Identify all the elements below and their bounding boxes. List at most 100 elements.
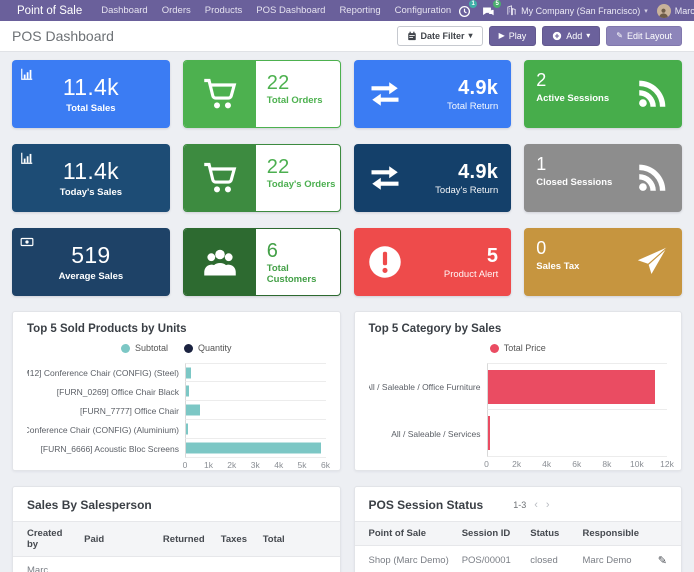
axis-spacer [369, 457, 487, 470]
table-cell: Marc Demo [13, 556, 79, 572]
date-filter-button[interactable]: Date Filter ▾ [396, 26, 483, 46]
kpi-today-s-return[interactable]: 4.9k Today's Return [353, 144, 512, 212]
kpi-label: Active Sessions [536, 93, 610, 104]
user-menu[interactable]: Marc Demo (dninja13) ▾ [656, 3, 694, 18]
kpi-sales-tax[interactable]: 0 Sales Tax [524, 228, 682, 296]
x-axis: 0 1k 2k 3k 4k 5k 6k [182, 458, 330, 470]
legend-item[interactable]: Subtotal [120, 343, 168, 353]
kpi-average-sales[interactable]: 519 Average Sales [12, 228, 170, 296]
table-row[interactable]: Shop (Marc Demo) POS/00001 closed Marc Demo… [354, 545, 681, 572]
column-header[interactable]: Responsible [576, 521, 649, 546]
plus-circle-icon [553, 31, 562, 41]
chart-bar[interactable] [186, 404, 200, 416]
chart-bar-track [185, 363, 326, 382]
chat-icon [483, 7, 495, 17]
column-header[interactable]: Session ID [455, 521, 525, 546]
kpi-label: Total Customers [266, 263, 317, 285]
kpi-label: Today's Return [435, 184, 499, 196]
pos-session-status-card: POS Session Status 1-3 ‹ › Point of Sale… [353, 486, 682, 572]
clock-icon [459, 5, 471, 18]
kpi-total-sales[interactable]: 11.4k Total Sales [12, 60, 170, 128]
chevron-left-icon[interactable]: ‹ [534, 498, 538, 511]
company-switcher[interactable]: My Company (San Francisco) ▾ [506, 5, 648, 16]
column-header[interactable]: Paid [78, 521, 157, 557]
table-cell: 11,418.68 [256, 556, 311, 572]
legend-item[interactable]: Total Price [489, 343, 546, 353]
column-header[interactable]: Taxes [214, 521, 257, 557]
chart-bar[interactable] [487, 416, 490, 450]
kpi-label: Average Sales [58, 271, 124, 282]
pager-range: 1-3 [513, 500, 527, 510]
app-title[interactable]: Point of Sale [17, 4, 83, 17]
legend-dot-icon [489, 343, 499, 353]
activities-icon[interactable]: 1 [458, 0, 478, 18]
x-tick-label: 4k [274, 460, 284, 470]
bar-chart-icon [21, 152, 33, 164]
x-tick-label: 2k [227, 460, 237, 470]
table-cell: 12,710,639.28 [78, 556, 157, 572]
table-row[interactable]: Marc Demo12,710,639.284,896.020.0011,418… [13, 556, 340, 572]
x-tick-label: 10k [629, 459, 644, 469]
column-header[interactable]: Created by [13, 521, 79, 557]
column-header-edit [310, 521, 340, 557]
menu-item-products[interactable]: Products [204, 5, 243, 16]
chart-bar[interactable] [186, 423, 188, 435]
exchange-arrows-icon [371, 82, 398, 106]
menu-item-dashboard[interactable]: Dashboard [101, 5, 148, 16]
chart-bar[interactable] [186, 442, 321, 454]
menu-item-pos-dashboard[interactable]: POS Dashboard [256, 5, 326, 16]
table-title: POS Session Status [368, 498, 484, 512]
column-header[interactable]: Total [256, 521, 311, 557]
kpi-value: 22 [266, 156, 290, 178]
chart-title: Top 5 Category by Sales [368, 323, 502, 335]
chart-legend: Subtotal Quantity [27, 343, 326, 353]
x-tick-label: 0 [484, 459, 489, 469]
apps-menu-icon[interactable] [8, 5, 10, 16]
kpi-value: 22 [266, 72, 290, 94]
chart-bar[interactable] [487, 369, 656, 404]
edit-row-icon[interactable]: ✎ [657, 555, 667, 567]
chevron-right-icon[interactable]: › [545, 498, 550, 511]
messages-icon[interactable]: 5 [482, 0, 502, 18]
chart-bar[interactable] [186, 385, 190, 397]
page-title: POS Dashboard [12, 28, 114, 44]
column-header[interactable]: Returned [156, 521, 215, 557]
top-navbar: Point of Sale Dashboard Orders Products POS… [0, 0, 694, 21]
x-tick-label: 3k [250, 460, 260, 470]
calendar-icon [407, 31, 416, 41]
edit-layout-button[interactable]: ✎ Edit Layout [606, 26, 682, 46]
kpi-value: 0 [536, 238, 547, 258]
kpi-product-alert[interactable]: 5 Product Alert [353, 228, 512, 296]
navbar-right: 1 5 My Company (San Francisco) ▾ Marc De… [458, 0, 694, 18]
cart-icon [204, 78, 237, 109]
x-axis: 0 2k 4k 6k 8k 10k 12k [484, 457, 674, 470]
add-button[interactable]: Add ▾ [542, 26, 601, 46]
edit-row-icon[interactable]: ✎ [316, 571, 325, 572]
kpi-closed-sessions[interactable]: 1 Closed Sessions [524, 144, 682, 212]
x-tick-label: 1k [203, 460, 213, 470]
users-group-icon [204, 249, 236, 276]
kpi-today-s-sales[interactable]: 11.4k Today's Sales [12, 144, 170, 212]
menu-item-configuration[interactable]: Configuration [394, 5, 452, 16]
column-header[interactable]: Status [524, 521, 577, 546]
kpi-value: 6 [266, 240, 279, 262]
chart-bar[interactable] [186, 367, 192, 378]
play-button[interactable]: ▶ Play [488, 26, 537, 46]
kpi-total-customers[interactable]: 6 Total Customers [182, 228, 341, 296]
kpi-total-orders[interactable]: 22 Total Orders [182, 60, 341, 128]
kpi-today-s-orders[interactable]: 22 Today's Orders [182, 144, 341, 212]
kpi-label: Closed Sessions [536, 177, 613, 188]
column-header[interactable]: Point of Sale [354, 521, 456, 546]
menu-item-orders[interactable]: Orders [161, 5, 191, 16]
x-tick-label: 6k [321, 460, 330, 470]
chart-category-label: [FURN_6666] Acoustic Bloc Screens [40, 443, 179, 454]
chart-category-label: [FURN_7777] Office Chair [79, 405, 179, 416]
legend-item[interactable]: Quantity [184, 343, 232, 353]
kpi-active-sessions[interactable]: 2 Active Sessions [524, 60, 682, 128]
menu-item-reporting[interactable]: Reporting [339, 5, 381, 16]
cart-icon [204, 162, 237, 193]
chart-bar-track [185, 439, 326, 458]
table-cell: 4,896.02 [156, 556, 215, 572]
x-tick-label: 0 [182, 460, 188, 470]
kpi-total-return[interactable]: 4.9k Total Return [353, 60, 512, 128]
